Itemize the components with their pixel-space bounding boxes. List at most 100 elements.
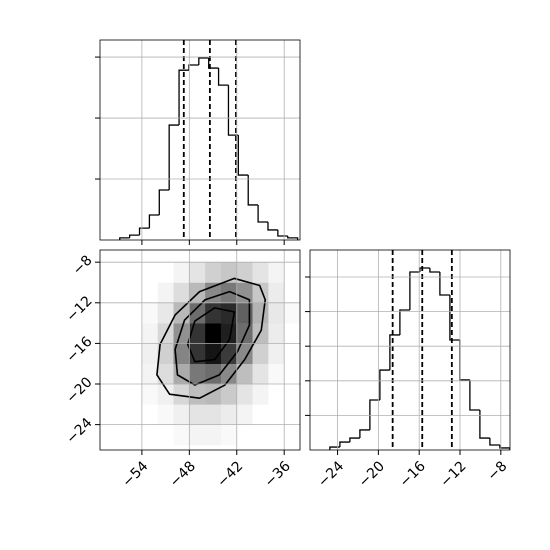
density-cell — [157, 424, 174, 446]
density-cell — [126, 262, 143, 283]
density-cell — [205, 323, 222, 344]
density-cell — [284, 302, 300, 324]
density-cell — [141, 424, 159, 446]
density-cell — [173, 262, 190, 283]
density-cell — [284, 424, 300, 446]
density-cell — [252, 384, 269, 405]
histogram-step — [227, 85, 239, 136]
density-cell — [268, 262, 285, 283]
x-tick-label: −8 — [485, 458, 511, 484]
density-cell — [268, 343, 285, 365]
density-cell — [205, 363, 222, 385]
contour — [174, 290, 251, 386]
density-cell — [236, 384, 253, 405]
density-cell — [252, 302, 269, 324]
contour — [156, 277, 267, 400]
density-cell — [157, 343, 174, 365]
histogram-step — [369, 399, 380, 430]
histogram-step — [379, 369, 390, 400]
density-cell — [141, 262, 159, 283]
histogram-step — [237, 135, 249, 176]
density-cell — [141, 282, 159, 304]
density-cell — [220, 363, 238, 385]
histogram-step — [247, 175, 259, 206]
density-cell — [126, 282, 143, 304]
histogram-step — [188, 64, 199, 71]
density-cell — [268, 282, 285, 304]
histogram-step — [359, 429, 370, 439]
histogram-step — [429, 267, 440, 273]
density-cell — [252, 363, 269, 385]
density-cell — [126, 424, 143, 446]
axes-frame — [99, 249, 301, 451]
density-cell — [284, 363, 300, 385]
density-cell — [157, 302, 174, 324]
density-cell — [189, 302, 206, 324]
density-cell — [268, 302, 285, 324]
density-cell — [126, 343, 143, 365]
density-cell — [173, 424, 190, 446]
density-cell — [252, 424, 269, 446]
density-cell — [236, 424, 253, 446]
density-cell — [141, 302, 159, 324]
density-cell — [236, 343, 253, 365]
histogram-step — [469, 379, 480, 411]
plot-area — [329, 250, 510, 450]
histogram-step — [419, 267, 430, 272]
density-cell — [220, 282, 238, 304]
density-cell — [173, 282, 190, 304]
plot-area — [119, 40, 299, 240]
histogram-step — [329, 446, 340, 450]
density-cell — [284, 384, 300, 405]
density-cell — [268, 424, 285, 446]
axes-frame — [99, 39, 301, 241]
density-cell — [205, 404, 222, 425]
x-tick-label: −24 — [315, 458, 347, 490]
histogram-step — [138, 227, 150, 236]
density-cell — [268, 384, 285, 405]
density-cell — [220, 424, 238, 446]
histogram-step — [178, 69, 189, 126]
density-cell — [236, 262, 253, 283]
density-cell — [189, 424, 206, 446]
histogram-step — [257, 204, 268, 223]
density-cell — [236, 282, 253, 304]
density-cell — [141, 343, 159, 365]
histogram-step — [349, 437, 360, 443]
density-cell — [236, 323, 253, 344]
density-cell — [252, 343, 269, 365]
histogram-step — [119, 237, 130, 240]
density-cell — [173, 343, 190, 365]
histogram-step — [217, 68, 229, 86]
histogram-step — [208, 57, 219, 69]
density-cell — [236, 363, 253, 385]
y-tick-label: −16 — [63, 334, 95, 366]
density-cell — [205, 282, 222, 304]
density-cell — [157, 282, 174, 304]
density-cell — [268, 363, 285, 385]
contour — [186, 307, 236, 363]
density-cell — [205, 424, 222, 446]
histogram-step — [479, 410, 490, 439]
density-cell — [268, 323, 285, 344]
density-cell — [220, 323, 238, 344]
density-cell — [284, 262, 300, 283]
x-tick-label: −54 — [119, 458, 151, 490]
plot-area — [126, 262, 300, 446]
density-cell — [157, 262, 174, 283]
histogram-step — [148, 214, 160, 229]
density-cell — [157, 384, 174, 405]
density-cell — [173, 323, 190, 344]
density-cell — [173, 384, 190, 405]
density-cell — [126, 363, 143, 385]
density-cell — [141, 404, 159, 425]
density-cell — [220, 343, 238, 365]
density-cell — [126, 384, 143, 405]
y-tick-label: −8 — [70, 253, 96, 279]
density-cell — [205, 262, 222, 283]
histogram-step — [158, 189, 170, 215]
density-cell — [252, 282, 269, 304]
histogram-step — [449, 294, 460, 341]
density-cell — [173, 404, 190, 425]
histogram-step — [287, 236, 299, 240]
